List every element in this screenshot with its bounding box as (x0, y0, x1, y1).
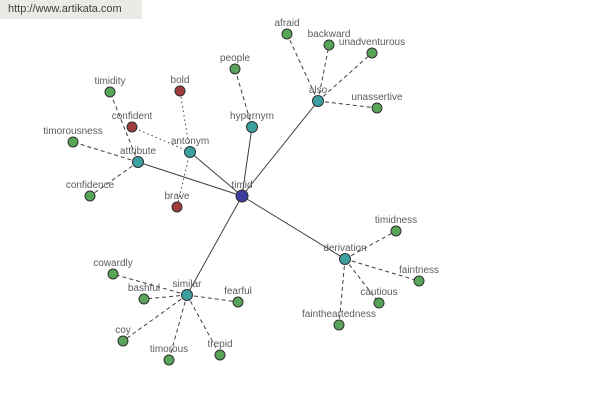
node-label-cautious: cautious (360, 287, 397, 298)
node-hypernym[interactable] (246, 121, 258, 133)
node-label-antonym: antonym (171, 136, 209, 147)
node-label-attribute: attribute (120, 146, 157, 157)
node-label-unassertive: unassertive (351, 92, 403, 103)
node-label-confidence: confidence (66, 180, 115, 191)
node-unassertive[interactable] (371, 102, 383, 114)
node-label-afraid: afraid (274, 18, 299, 29)
node-confidence[interactable] (84, 190, 96, 202)
node-faintness[interactable] (413, 275, 425, 287)
node-timorousness[interactable] (67, 136, 79, 148)
edge-timid-attribute (137, 161, 243, 197)
edge-derivation-faintness (344, 258, 420, 282)
edge-also-backward (317, 44, 330, 102)
node-similar[interactable] (181, 289, 193, 301)
node-label-derivation: derivation (323, 243, 366, 254)
node-bold[interactable] (174, 85, 186, 97)
edge-attribute-timidity (109, 91, 139, 163)
edge-timid-antonym (189, 151, 243, 197)
edge-also-unadventurous (317, 52, 373, 102)
node-label-timid: timid (231, 180, 252, 191)
edge-also-unassertive (317, 100, 378, 109)
node-timidness[interactable] (390, 225, 402, 237)
edge-attribute-confidence (89, 161, 139, 197)
node-label-brave: brave (164, 191, 189, 202)
node-coy[interactable] (117, 335, 129, 347)
edge-antonym-bold (179, 90, 191, 153)
node-faintheartedness[interactable] (333, 319, 345, 331)
node-label-timorousness: timorousness (43, 126, 102, 137)
node-label-unadventurous: unadventurous (339, 37, 405, 48)
node-also[interactable] (312, 95, 324, 107)
edge-derivation-timidness (344, 230, 397, 260)
node-cautious[interactable] (373, 297, 385, 309)
node-cowardly[interactable] (107, 268, 119, 280)
node-fearful[interactable] (232, 296, 244, 308)
edge-antonym-brave (176, 151, 191, 208)
node-label-faintheartedness: faintheartedness (302, 309, 376, 320)
node-label-fearful: fearful (224, 286, 252, 297)
edge-timid-derivation (241, 195, 346, 260)
node-antonym[interactable] (184, 146, 196, 158)
node-brave[interactable] (171, 201, 183, 213)
node-label-timidness: timidness (375, 215, 417, 226)
node-derivation[interactable] (339, 253, 351, 265)
node-label-also: also (309, 85, 328, 96)
edge-antonym-confident (131, 126, 191, 153)
node-people[interactable] (229, 63, 241, 75)
node-trepid[interactable] (214, 349, 226, 361)
node-timidity[interactable] (104, 86, 116, 98)
edge-similar-fearful (186, 294, 239, 303)
node-label-similar: similar (173, 279, 203, 290)
edge-hypernym-people (234, 68, 253, 128)
node-label-bashful: bashful (128, 283, 160, 294)
node-label-confident: confident (112, 111, 153, 122)
edge-timid-also (241, 100, 319, 197)
url-watermark: http://www.artikata.com (0, 0, 142, 19)
node-confident[interactable] (126, 121, 138, 133)
edge-similar-cowardly (112, 273, 188, 296)
edge-similar-timorous (168, 294, 188, 361)
node-label-backward: backward (308, 29, 351, 40)
edge-similar-coy (122, 294, 188, 342)
node-label-people: people (220, 53, 250, 64)
node-backward[interactable] (323, 39, 335, 51)
node-unadventurous[interactable] (366, 47, 378, 59)
edge-similar-bashful (143, 294, 188, 300)
edge-similar-trepid (186, 294, 221, 356)
node-label-hypernym: hypernym (230, 111, 274, 122)
node-attribute[interactable] (132, 156, 144, 168)
edge-derivation-cautious (344, 258, 380, 304)
edge-also-afraid (286, 33, 319, 102)
edge-timid-similar (186, 195, 243, 296)
node-label-bold: bold (171, 75, 190, 86)
node-timorous[interactable] (163, 354, 175, 366)
node-label-faintness: faintness (399, 265, 439, 276)
node-label-cowardly: cowardly (93, 258, 132, 269)
node-afraid[interactable] (281, 28, 293, 40)
node-label-coy: coy (115, 325, 131, 336)
node-bashful[interactable] (138, 293, 150, 305)
edge-attribute-timorousness (72, 141, 139, 163)
node-label-trepid: trepid (207, 339, 232, 350)
node-label-timidity: timidity (94, 76, 125, 87)
edge-timid-hypernym (241, 126, 253, 197)
node-label-timorous: timorous (150, 344, 188, 355)
node-timid[interactable] (235, 189, 249, 203)
